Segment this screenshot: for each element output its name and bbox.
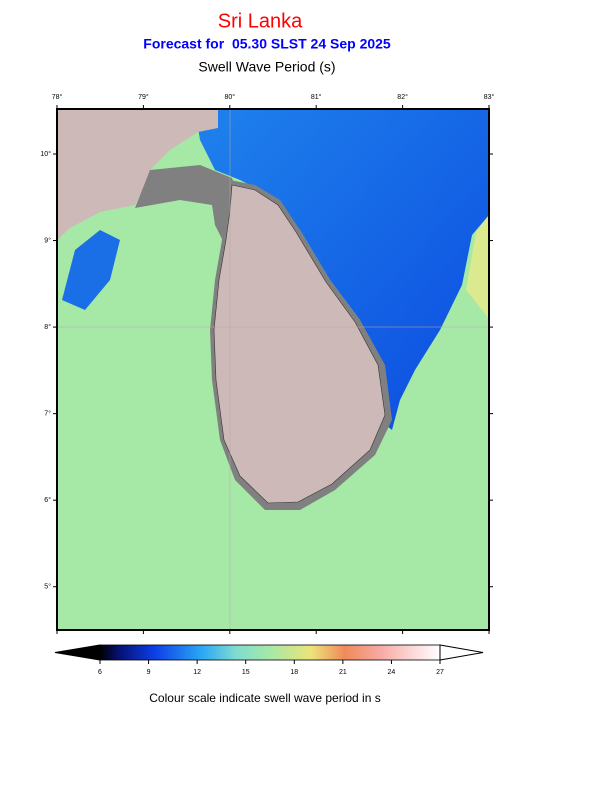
colorbar-tick-label: 18 <box>290 669 298 676</box>
colorbar-tick-label: 21 <box>339 669 347 676</box>
colorbar-tick-label: 9 <box>147 669 151 676</box>
colorbar-tick-label: 24 <box>388 669 396 676</box>
shallow <box>135 165 245 245</box>
lat-label: 8° <box>44 323 51 331</box>
lon-label: 83° <box>484 93 495 101</box>
lon-label: 82° <box>397 93 408 101</box>
subtitle: Forecast for 05.30 SLST 24 Sep 2025 <box>143 36 391 52</box>
colorbar-under <box>54 644 101 661</box>
lat-label: 7° <box>44 409 51 417</box>
colorbar-tick-label: 15 <box>242 669 250 676</box>
lon-label: 81° <box>311 93 322 101</box>
map <box>57 109 489 630</box>
swell-region <box>195 109 489 430</box>
lon-label: 78° <box>52 93 63 101</box>
colorbar-tick-label: 27 <box>436 669 444 676</box>
land-india <box>57 109 218 240</box>
lat-label: 10° <box>40 150 51 158</box>
lat-label: 9° <box>44 236 51 244</box>
lat-label: 5° <box>44 583 51 591</box>
lat-label: 6° <box>44 496 51 504</box>
map-frame <box>56 108 490 631</box>
lon-label: 79° <box>138 93 149 101</box>
lon-label: 80° <box>225 93 236 101</box>
colorbar-tick-label: 6 <box>98 669 102 676</box>
colorbar-over <box>439 644 484 661</box>
variable: Swell Wave Period (s) <box>198 59 335 75</box>
colorbar-caption: Colour scale indicate swell wave period … <box>149 691 380 705</box>
colorbar <box>99 644 441 661</box>
swell-region <box>62 230 120 310</box>
swell-region <box>466 215 489 319</box>
colorbar-tick-label: 12 <box>193 669 201 676</box>
land-sri-lanka <box>213 184 386 504</box>
title: Sri Lanka <box>218 10 303 32</box>
